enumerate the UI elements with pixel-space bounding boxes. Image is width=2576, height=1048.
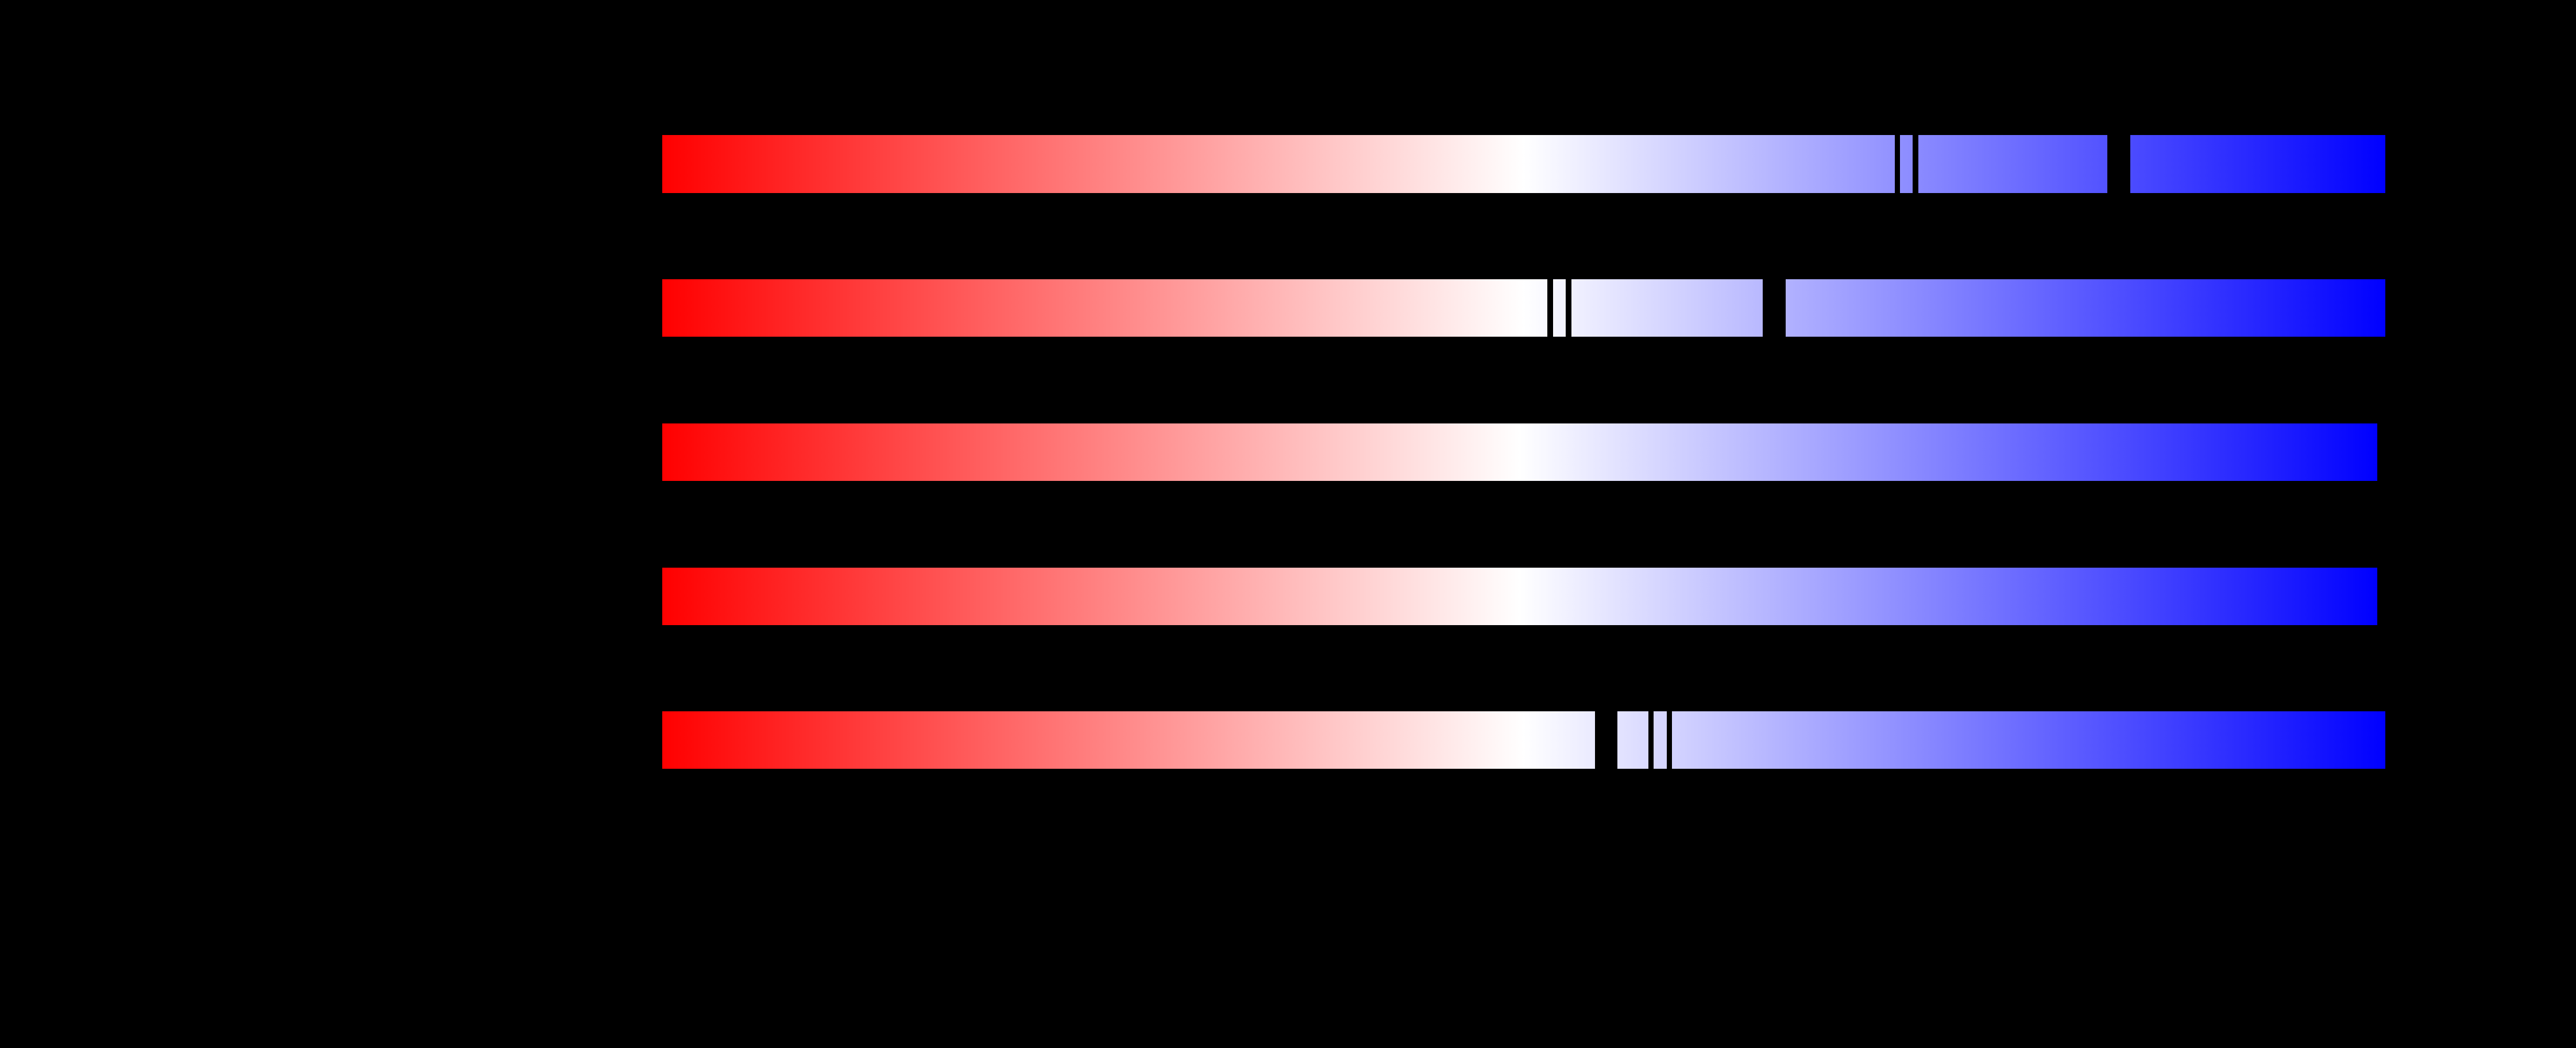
thin-tick-marker — [1547, 279, 1553, 337]
strip-5 — [662, 711, 2385, 769]
wide-gap-marker — [2107, 135, 2130, 193]
strip-4 — [662, 568, 2377, 625]
strip-2 — [662, 279, 2385, 337]
thin-tick-marker — [1667, 711, 1672, 769]
wide-gap-marker — [1595, 711, 1617, 769]
wide-gap-marker — [1763, 279, 1786, 337]
strip-3 — [662, 423, 2377, 481]
thin-tick-marker — [1913, 135, 1918, 193]
thin-tick-marker — [1895, 135, 1900, 193]
strip-1 — [662, 135, 2385, 193]
thin-tick-marker — [1566, 279, 1571, 337]
thin-tick-marker — [1648, 711, 1654, 769]
